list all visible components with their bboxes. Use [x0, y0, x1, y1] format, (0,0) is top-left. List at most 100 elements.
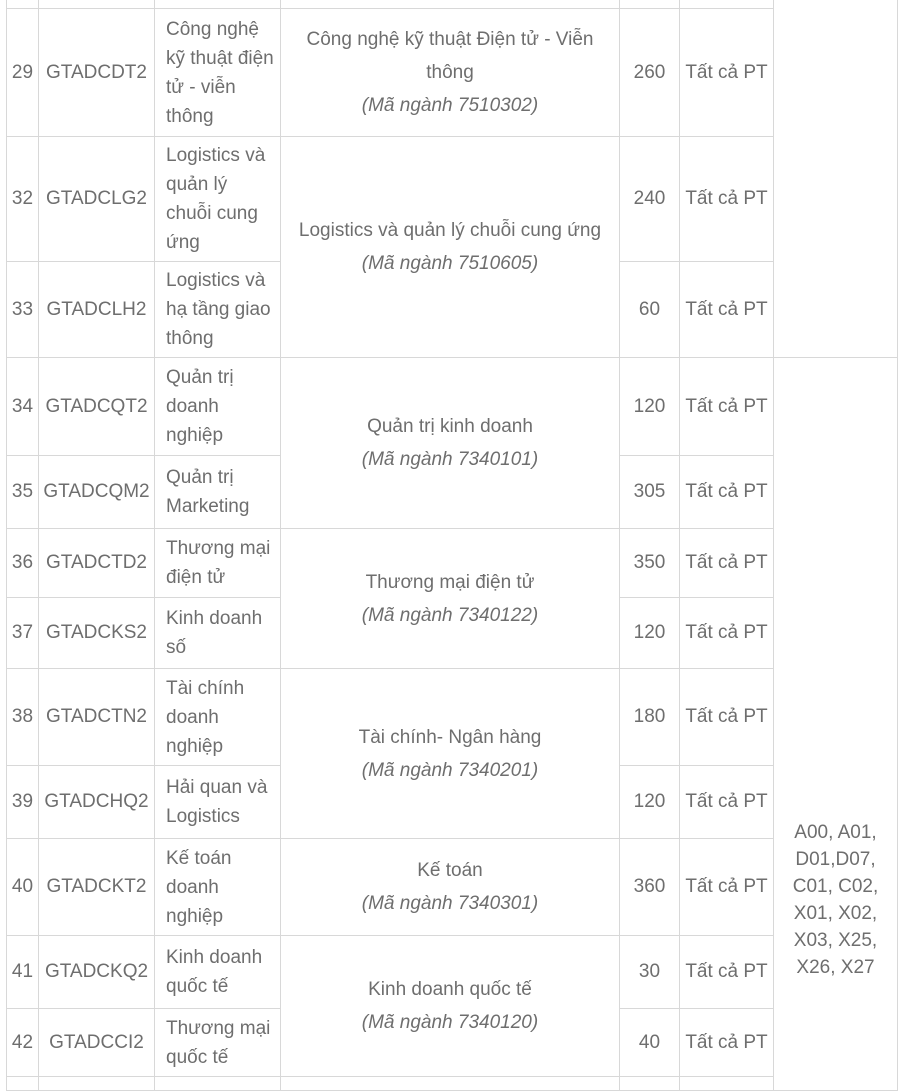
cell-empty [619, 0, 680, 9]
cell-quota: 350 [619, 528, 680, 598]
cell-specialization: Quản trị doanh nghiệp [154, 357, 281, 456]
cell-method: Tất cả PT [679, 597, 774, 669]
cell-code: GTADCCI2 [38, 1008, 155, 1077]
cell-code: GTADCLG2 [38, 136, 155, 262]
cell-specialization: Logistics và hạ tầng giao thông [154, 261, 281, 358]
table-row-partial-top [6, 0, 898, 358]
cell-major: Quản trị kinh doanh (Mã ngành 7340101) [280, 357, 620, 529]
table-row: 36 GTADCTD2 Thương mại điện tử Thương mạ… [6, 528, 898, 669]
cell-empty [6, 1076, 39, 1091]
table-row: 29 GTADCDT2 Công nghệ kỹ thuật điện tử -… [6, 8, 898, 137]
cell-specialization: Quản trị Marketing [154, 455, 281, 529]
cell-code: GTADCKQ2 [38, 935, 155, 1009]
cell-specialization: Tài chính doanh nghiệp [154, 668, 281, 766]
cell-combinations: A00, A01, D01,D07, C01, C02, X01, X02, X… [773, 357, 898, 1091]
table-row: 37 GTADCKS2 Kinh doanh số 120 Tất cả PT [6, 597, 898, 669]
major-code: (Mã ngành 7340120) [361, 1012, 539, 1033]
cell-major: Công nghệ kỹ thuật Điện tử - Viễn thông … [280, 8, 620, 137]
major-code: (Mã ngành 7340122) [361, 604, 539, 626]
major-code: (Mã ngành 7340101) [361, 449, 539, 470]
major-name: Kinh doanh quốc tế [368, 979, 532, 1000]
cell-specialization: Công nghệ kỹ thuật điện tử - viễn thông [154, 8, 281, 137]
cell-stt: 36 [6, 528, 39, 598]
cell-major: Logistics và quản lý chuỗi cung ứng (Mã … [280, 136, 620, 358]
cell-empty [679, 1076, 774, 1091]
cell-stt: 38 [6, 668, 39, 766]
cell-specialization: Thương mại điện tử [154, 528, 281, 598]
cell-stt: 33 [6, 261, 39, 358]
cell-method: Tất cả PT [679, 261, 774, 358]
table-row: 35 GTADCQM2 Quản trị Marketing 305 Tất c… [6, 455, 898, 529]
cell-code: GTADCKS2 [38, 597, 155, 669]
major-code: (Mã ngành 7340301) [361, 893, 539, 914]
cell-empty [154, 0, 281, 9]
cell-combinations-upper [773, 0, 898, 358]
cell-empty [619, 1076, 680, 1091]
cell-code: GTADCTD2 [38, 528, 155, 598]
cell-method: Tất cả PT [679, 357, 774, 456]
cell-stt: 29 [6, 8, 39, 137]
cell-specialization: Kế toán doanh nghiệp [154, 838, 281, 936]
cell-method: Tất cả PT [679, 765, 774, 839]
cell-quota: 305 [619, 455, 680, 529]
cell-empty [154, 1076, 281, 1091]
cell-code: GTADCQM2 [38, 455, 155, 529]
cell-empty [679, 0, 774, 9]
cell-quota: 120 [619, 357, 680, 456]
cell-code: GTADCTN2 [38, 668, 155, 766]
major-name: Logistics và quản lý chuỗi cung ứng [298, 220, 602, 241]
cell-major: Kế toán (Mã ngành 7340301) [280, 838, 620, 936]
table-row: 40 GTADCKT2 Kế toán doanh nghiệp Kế toán… [6, 838, 898, 936]
cell-empty [280, 1076, 620, 1091]
cell-method: Tất cả PT [679, 1008, 774, 1077]
major-name: Kế toán [417, 860, 483, 881]
cell-empty [38, 0, 155, 9]
cell-major: Thương mại điện tử (Mã ngành 7340122) [280, 528, 620, 669]
major-code: (Mã ngành 7340201) [361, 759, 539, 781]
cell-stt: 41 [6, 935, 39, 1009]
cell-method: Tất cả PT [679, 838, 774, 936]
table-row: 32 GTADCLG2 Logistics và quản lý chuỗi c… [6, 136, 898, 358]
cell-quota: 120 [619, 597, 680, 669]
cell-method: Tất cả PT [679, 455, 774, 529]
cell-empty [6, 0, 39, 9]
cell-method: Tất cả PT [679, 668, 774, 766]
cell-quota: 240 [619, 136, 680, 262]
cell-code: GTADCQT2 [38, 357, 155, 456]
cell-stt: 34 [6, 357, 39, 456]
table-row: 34 GTADCQT2 Quản trị doanh nghiệp Quản t… [6, 357, 898, 1091]
cell-quota: 260 [619, 8, 680, 137]
cell-specialization: Thương mại quốc tế [154, 1008, 281, 1077]
cell-specialization: Kinh doanh số [154, 597, 281, 669]
major-code: (Mã ngành 7510302) [361, 95, 539, 116]
table-row-partial-bottom [6, 1076, 898, 1091]
major-name: Tài chính- Ngân hàng [358, 726, 542, 748]
cell-stt: 39 [6, 765, 39, 839]
cell-stt: 37 [6, 597, 39, 669]
cell-code: GTADCLH2 [38, 261, 155, 358]
cell-method: Tất cả PT [679, 136, 774, 262]
cell-major: Kinh doanh quốc tế (Mã ngành 7340120) [280, 935, 620, 1077]
table-row: 42 GTADCCI2 Thương mại quốc tế 40 Tất cả… [6, 1008, 898, 1077]
cell-specialization: Kinh doanh quốc tế [154, 935, 281, 1009]
cell-code: GTADCKT2 [38, 838, 155, 936]
cell-specialization: Hải quan và Logistics [154, 765, 281, 839]
cell-specialization: Logistics và quản lý chuỗi cung ứng [154, 136, 281, 262]
table-row: 41 GTADCKQ2 Kinh doanh quốc tế Kinh doan… [6, 935, 898, 1077]
cell-empty [280, 0, 620, 9]
major-name: Thương mại điện tử [365, 571, 535, 593]
major-name: Công nghệ kỹ thuật Điện tử - Viễn thông [306, 29, 594, 83]
cell-quota: 60 [619, 261, 680, 358]
major-name: Quản trị kinh doanh [367, 416, 533, 437]
cell-major: Tài chính- Ngân hàng (Mã ngành 7340201) [280, 668, 620, 839]
cell-code: GTADCHQ2 [38, 765, 155, 839]
cell-quota: 360 [619, 838, 680, 936]
admissions-table: 29 GTADCDT2 Công nghệ kỹ thuật điện tử -… [6, 0, 898, 1091]
cell-stt: 35 [6, 455, 39, 529]
cell-quota: 180 [619, 668, 680, 766]
cell-quota: 40 [619, 1008, 680, 1077]
cell-method: Tất cả PT [679, 8, 774, 137]
cell-stt: 32 [6, 136, 39, 262]
cell-empty [38, 1076, 155, 1091]
